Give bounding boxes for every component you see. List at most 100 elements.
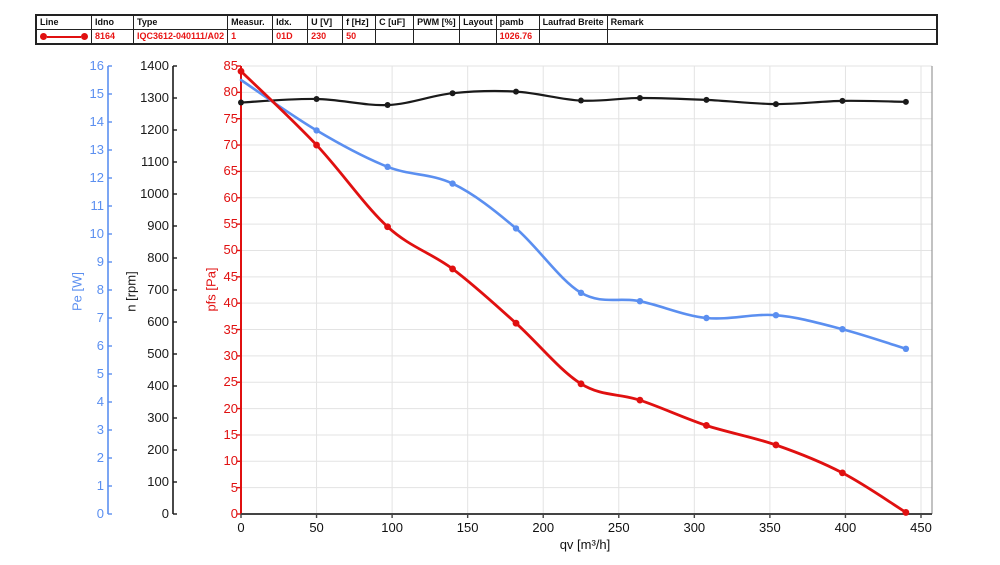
- x-tick-label: 50: [309, 520, 324, 535]
- Pe-data-point: [577, 289, 585, 296]
- n-tick-label: 400: [147, 378, 169, 393]
- n-tick-label: 300: [147, 410, 169, 425]
- cell-pamb[interactable]: 1026.76: [495, 29, 540, 45]
- pe-tick-label: 15: [89, 86, 104, 101]
- cell-f-hz[interactable]: 50: [342, 29, 377, 45]
- pfs-tick-label: 45: [223, 268, 238, 284]
- col-header-measur: Measur.: [227, 14, 274, 30]
- pe-tick-label: 6: [96, 338, 104, 353]
- x-axis-title: qv [m³/h]: [559, 537, 611, 552]
- x-tick-label: 200: [532, 520, 555, 535]
- pfs-data-point: [577, 380, 585, 388]
- col-header-laufrad-breite: Laufrad Breite: [538, 14, 608, 30]
- col-header-line: Line: [35, 14, 92, 30]
- pfs-tick-label: 55: [223, 216, 238, 232]
- pfs-tick-label: 30: [223, 347, 238, 363]
- pfs-data-point: [902, 509, 910, 516]
- n-data-point: [578, 97, 584, 104]
- pfs-data-point: [636, 396, 644, 404]
- pfs-data-point: [772, 441, 780, 449]
- Pe-data-point: [384, 163, 391, 170]
- pe-tick-label: 2: [96, 450, 104, 465]
- n-axis-title: n [rpm]: [123, 271, 139, 312]
- x-tick-label: 150: [456, 520, 479, 535]
- pfs-tick-label: 80: [223, 84, 238, 100]
- Pe-data-point: [839, 326, 846, 333]
- series-legend-cell[interactable]: [35, 29, 92, 45]
- pfs-tick-label: 25: [223, 374, 238, 390]
- pe-tick-label: 10: [89, 226, 104, 241]
- Pe-data-point: [902, 345, 910, 352]
- col-header-idno: Idno: [91, 14, 134, 30]
- cell-remark[interactable]: [606, 29, 938, 45]
- pfs-tick-label: 0: [230, 506, 238, 521]
- pe-tick-label: 16: [89, 58, 104, 73]
- cell-pwm[interactable]: [413, 29, 461, 45]
- n-tick-label: 700: [147, 282, 169, 297]
- x-tick-label: 450: [910, 520, 932, 535]
- x-tick-label: 250: [607, 520, 630, 535]
- n-tick-label: 900: [147, 218, 169, 233]
- n-data-point: [513, 88, 520, 95]
- col-header-layout: Layout: [459, 14, 497, 30]
- Pe-data-point: [703, 314, 710, 322]
- measurement-table: Line Idno Type Measur. Idx. U [V] f [Hz] C [uF]…: [35, 14, 939, 45]
- n-data-point: [238, 99, 244, 106]
- pfs-tick-label: 65: [223, 163, 238, 179]
- x-tick-label: 350: [759, 520, 781, 535]
- line-legend-marker: [40, 33, 88, 40]
- Pe-data-point: [449, 180, 456, 187]
- pe-tick-label: 8: [96, 282, 104, 297]
- n-tick-label: 500: [147, 346, 169, 361]
- cell-idno[interactable]: 8164: [91, 29, 134, 45]
- n-data-point: [636, 95, 643, 101]
- legend-dot-icon: [40, 33, 47, 40]
- cell-c-uf[interactable]: [375, 29, 415, 45]
- n-tick-label: 1300: [140, 90, 169, 105]
- pfs-data-point: [384, 223, 391, 231]
- pfs-tick-label: 85: [223, 58, 238, 73]
- pfs-curve: [239, 69, 908, 514]
- cell-type[interactable]: IQC3612-040111/A02: [132, 29, 229, 45]
- cell-idx[interactable]: 01D: [272, 29, 309, 45]
- pfs-tick-label: 60: [223, 189, 238, 205]
- col-header-idx: Idx.: [272, 14, 309, 30]
- cell-u-v[interactable]: 230: [307, 29, 344, 45]
- legend-dot-icon: [81, 33, 88, 40]
- pfs-data-point: [512, 319, 520, 327]
- Pe-curve: [239, 78, 908, 351]
- pe-tick-label: 13: [89, 142, 104, 157]
- table-value-row[interactable]: 8164 IQC3612-040111/A02 1 01D 230 50 1026.76: [35, 29, 938, 45]
- legend-line: [47, 35, 81, 38]
- pfs-tick-label: 40: [223, 295, 238, 311]
- x-tick-label: 300: [683, 520, 706, 535]
- n-data-point: [839, 97, 846, 104]
- Pe-data-point: [636, 298, 644, 305]
- n-tick-label: 1000: [140, 186, 169, 201]
- cell-laufrad-breite[interactable]: [538, 29, 608, 45]
- pe-tick-label: 5: [96, 366, 104, 381]
- pfs-tick-label: 20: [223, 400, 238, 416]
- n-data-point: [703, 96, 710, 103]
- pfs-tick-label: 35: [223, 321, 238, 337]
- pfs-tick-label: 75: [223, 110, 238, 126]
- x-tick-label: 400: [834, 520, 857, 535]
- pfs-tick-label: 5: [230, 479, 238, 495]
- n-tick-label: 1100: [141, 154, 169, 169]
- pe-tick-label: 7: [96, 310, 104, 325]
- n-data-point: [449, 90, 456, 97]
- n-tick-label: 600: [147, 314, 169, 329]
- pfs-data-point: [313, 141, 320, 149]
- pfs-data-point: [703, 422, 710, 429]
- pfs-tick-label: 50: [223, 242, 238, 258]
- n-data-point: [902, 98, 909, 105]
- pe-tick-label: 4: [96, 394, 104, 409]
- x-tick-label: 100: [381, 520, 403, 535]
- Pe-data-point: [313, 127, 320, 134]
- cell-layout[interactable]: [459, 29, 497, 45]
- n-tick-label: 1400: [140, 58, 169, 73]
- pe-tick-label: 3: [96, 422, 104, 437]
